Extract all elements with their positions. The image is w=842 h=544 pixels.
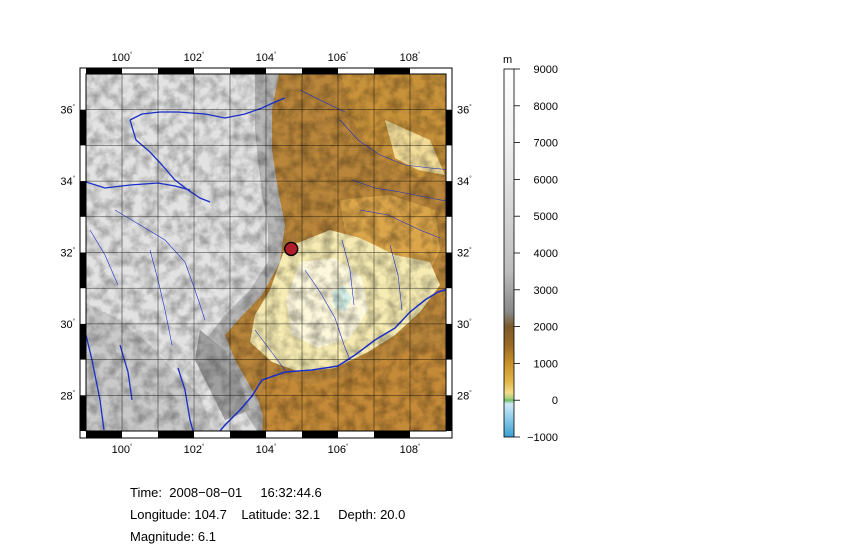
frame-block [446,395,452,431]
frame-block [302,68,338,74]
tick-label: 104° [256,52,277,64]
tick-label: 104° [256,444,277,456]
frame-block [80,252,86,289]
frame-block [302,431,338,438]
frame-block [80,181,86,217]
map-frame [79,67,453,439]
elevation-colorbar: m 9000 8000 7000 6000 5000 4000 3000 2000 1000 0 −… [503,54,558,444]
yellow-river [129,97,286,203]
colorbar-ramp [503,68,515,438]
frame-block [158,68,194,74]
graticule [86,74,446,431]
tick-label: 100° [112,444,133,456]
frame-block [230,431,266,438]
colorbar-tick-label: 8000 [534,101,558,113]
frame-block [86,431,122,438]
colorbar-tick-label: −1000 [527,432,558,444]
event-location-depth: Longitude: 104.7 Latitude: 32.1 Depth: 2… [130,507,406,522]
tick-label: 102° [184,52,205,64]
tick-label: 32° [60,248,75,260]
tick-label: 34° [457,176,472,188]
southwest-rivers [86,334,194,431]
plateau-tributaries [89,209,206,346]
tick-label: 32° [457,248,472,260]
tick-label: 106° [328,444,349,456]
tick-label: 30° [60,319,75,331]
basin-tributaries [254,239,403,371]
frame-block [446,323,452,360]
tick-label: 36° [457,105,472,117]
tick-label: 28° [60,390,75,402]
frame-block [80,323,86,360]
frame-block [80,395,86,431]
tick-label: 30° [457,319,472,331]
colorbar-tick-label: 6000 [534,174,558,186]
upper-yangtze [86,181,191,191]
frame-block [374,431,410,438]
frame-block [158,431,194,438]
colorbar-tick-label: 2000 [534,322,558,334]
frame-block [446,181,452,217]
tick-label: 108° [400,52,421,64]
tick-label: 108° [400,444,421,456]
frame-block [86,68,122,74]
colorbar-tick-label: 5000 [534,211,558,223]
event-magnitude: Magnitude: 6.1 [130,529,217,544]
colorbar-tick-label: 9000 [534,64,558,76]
frame-block [80,109,86,146]
tick-label: 36° [60,105,75,117]
colorbar-tick-label: 1000 [534,358,558,370]
tick-label: 34° [60,176,75,188]
tick-label: 28° [457,390,472,402]
axis-tick-labels: 100° 100° 102° 102° 104° 104° 106° 106° 108° 108°… [60,52,472,456]
colorbar-tick-label: 0 [552,395,558,407]
earthquake-epicenter-marker[interactable] [284,241,299,257]
colorbar-ticks: 9000 8000 7000 6000 5000 4000 3000 2000 1000 0 −10… [514,64,558,444]
frame-block [230,68,266,74]
event-time: Time: 2008−08−01 16:32:44.6 [130,485,322,500]
colorbar-tick-label: 4000 [534,248,558,260]
northern-tributaries [299,89,446,239]
colorbar-tick-label: 3000 [534,285,558,297]
frame-block [446,109,452,146]
colorbar-unit: m [503,54,512,66]
colorbar-tick-label: 7000 [534,138,558,150]
tick-label: 102° [184,444,205,456]
tick-label: 106° [328,52,349,64]
frame-block [374,68,410,74]
frame-block [446,252,452,289]
tick-label: 100° [112,52,133,64]
